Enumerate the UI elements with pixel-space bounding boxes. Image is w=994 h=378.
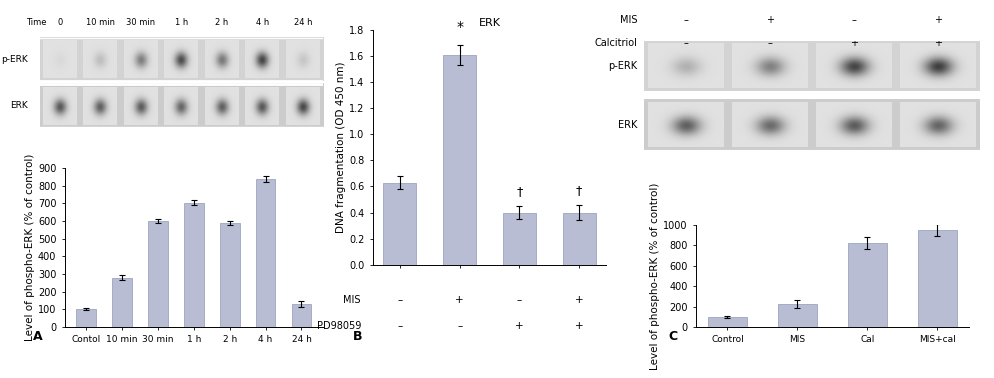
Text: PD98059: PD98059 bbox=[316, 321, 361, 331]
Text: –: – bbox=[767, 38, 772, 48]
Text: –: – bbox=[517, 295, 522, 305]
Bar bbox=[255, 179, 275, 327]
Bar bbox=[220, 223, 240, 327]
Text: 4 h: 4 h bbox=[255, 17, 269, 26]
Bar bbox=[112, 277, 132, 327]
Text: +: + bbox=[934, 15, 942, 25]
Text: *: * bbox=[456, 20, 463, 34]
Bar bbox=[291, 304, 311, 327]
Y-axis label: Level of phospho-ERK (% of control): Level of phospho-ERK (% of control) bbox=[25, 154, 35, 341]
Text: MIS: MIS bbox=[620, 15, 637, 25]
Text: MIS: MIS bbox=[344, 295, 361, 305]
Text: –: – bbox=[684, 15, 689, 25]
Text: C: C bbox=[668, 330, 677, 343]
Text: †: † bbox=[577, 184, 582, 197]
Bar bbox=[443, 55, 476, 265]
Text: B: B bbox=[353, 330, 363, 343]
Text: Time: Time bbox=[26, 17, 46, 26]
Text: –: – bbox=[852, 15, 857, 25]
Text: 0: 0 bbox=[58, 17, 63, 26]
Text: 24 h: 24 h bbox=[293, 17, 312, 26]
Text: –: – bbox=[684, 38, 689, 48]
Text: +: + bbox=[934, 38, 942, 48]
Text: –: – bbox=[457, 321, 462, 331]
Bar bbox=[384, 183, 416, 265]
Bar bbox=[503, 212, 536, 265]
Text: p-ERK: p-ERK bbox=[1, 55, 28, 64]
Bar bbox=[184, 203, 204, 327]
Text: +: + bbox=[850, 38, 858, 48]
Text: p-ERK: p-ERK bbox=[608, 61, 637, 71]
Bar bbox=[563, 212, 595, 265]
Text: ERK: ERK bbox=[10, 101, 28, 110]
Text: +: + bbox=[455, 295, 464, 305]
Bar bbox=[708, 317, 746, 327]
Text: 2 h: 2 h bbox=[216, 17, 229, 26]
Bar bbox=[778, 304, 817, 327]
Text: +: + bbox=[515, 321, 524, 331]
Bar bbox=[148, 221, 168, 327]
Text: 10 min: 10 min bbox=[85, 17, 115, 26]
Text: A: A bbox=[33, 330, 43, 343]
Text: +: + bbox=[766, 15, 774, 25]
Bar bbox=[77, 309, 96, 327]
Text: +: + bbox=[575, 321, 583, 331]
Title: ERK: ERK bbox=[478, 18, 501, 28]
Text: 1 h: 1 h bbox=[175, 17, 188, 26]
Y-axis label: DNA fragmentation (OD 450 nm): DNA fragmentation (OD 450 nm) bbox=[336, 62, 346, 233]
Bar bbox=[848, 243, 887, 327]
Y-axis label: Level of phospho-ERK (% of control): Level of phospho-ERK (% of control) bbox=[650, 182, 660, 370]
Text: 30 min: 30 min bbox=[126, 17, 155, 26]
Text: +: + bbox=[575, 295, 583, 305]
Text: ERK: ERK bbox=[618, 119, 637, 130]
Text: †: † bbox=[516, 185, 523, 198]
Text: Calcitriol: Calcitriol bbox=[594, 38, 637, 48]
Text: –: – bbox=[398, 321, 403, 331]
Text: –: – bbox=[398, 295, 403, 305]
Bar bbox=[918, 230, 956, 327]
